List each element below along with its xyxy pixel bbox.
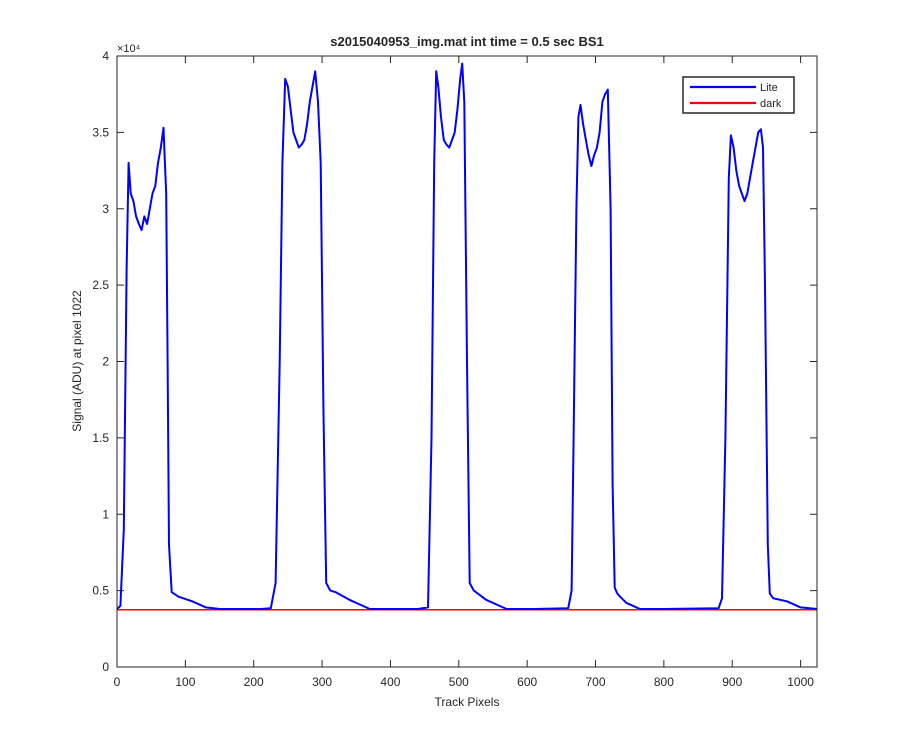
y-tick-label: 0.5 [92,584,109,598]
x-tick-label: 900 [722,675,742,689]
y-axis-label: Signal (ADU) at pixel 1022 [70,290,84,432]
y-tick-label: 1 [102,507,109,521]
axes-layer: 0 100 200 300 400 500 600 700 800 900 1000 0 0.5 1 1.5… [92,49,818,689]
chart-title: s2015040953_img.mat int time = 0.5 sec B… [330,34,604,49]
x-axis-label: Track Pixels [435,695,500,709]
y-tick-label: 3 [102,202,109,216]
legend-label-lite: Lite [760,82,778,94]
legend-box [682,76,795,114]
x-tick-label: 600 [517,675,537,689]
x-tick-label: 700 [586,675,606,689]
x-tick-label: 200 [244,675,264,689]
legend: Lite dark [682,76,795,114]
x-tick-label: 500 [449,675,469,689]
x-tick-label: 100 [175,675,195,689]
legend-label-dark: dark [760,98,782,110]
y-tick-label: 1.5 [92,431,109,445]
y-axis-multiplier: ×10⁴ [117,43,141,55]
y-tick-label: 2 [102,355,109,369]
x-tick-label: 0 [114,675,121,689]
y-tick-label: 3.5 [92,125,109,139]
series-layer [116,62,818,611]
x-tick-label: 400 [380,675,400,689]
y-tick-label: 4 [102,49,109,63]
x-tick-label: 1000 [787,675,814,689]
x-tick-label: 800 [654,675,674,689]
y-tick-label: 0 [102,660,109,674]
series-line-lite [116,62,818,610]
y-tick-label: 2.5 [92,278,109,292]
x-tick-label: 300 [312,675,332,689]
